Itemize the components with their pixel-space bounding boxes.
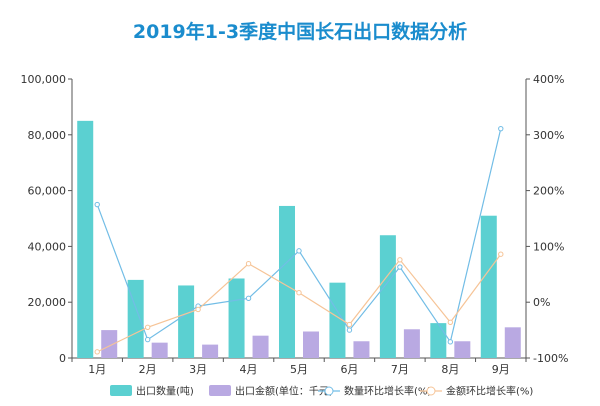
bar-export-quantity — [279, 205, 295, 358]
legend-swatch — [209, 385, 231, 396]
legend-label: 金额环比增长率(%) — [446, 385, 533, 398]
left-tick-label: 20,000 — [28, 296, 67, 309]
chart-lines — [94, 125, 504, 355]
right-tick-label: 400% — [533, 73, 564, 86]
right-tick-label: -100% — [533, 352, 568, 365]
line-point-quantity-growth — [94, 201, 100, 208]
line-point-value-growth — [296, 290, 302, 296]
bar-export-quantity — [379, 235, 396, 358]
line-point-quantity-growth — [296, 248, 302, 254]
left-tick-label: 0 — [59, 352, 66, 365]
x-tick-label: 1月 — [88, 363, 106, 376]
left-tick-label: 60,000 — [28, 185, 67, 198]
x-tick-label: 6月 — [340, 363, 358, 376]
legend-label: 出口数量(吨) — [136, 385, 194, 398]
legend-swatch — [110, 385, 132, 396]
x-tick-label: 5月 — [290, 363, 308, 376]
bar-export-value — [202, 344, 219, 358]
line-point-value-growth — [447, 319, 454, 325]
bar-export-quantity — [329, 282, 346, 358]
chart-bars — [77, 120, 521, 358]
bar-export-value — [353, 341, 370, 358]
bar-export-value — [151, 342, 168, 358]
chart-title: 2019年1-3季度中国长石出口数据分析 — [133, 20, 467, 43]
x-tick-label: 9月 — [492, 363, 510, 376]
line-point-quantity-growth — [346, 327, 353, 333]
bar-export-value — [101, 330, 118, 358]
line-point-value-growth — [346, 321, 353, 328]
bar-export-value — [303, 331, 319, 358]
bar-export-value — [252, 335, 269, 358]
left-tick-label: 80,000 — [28, 129, 67, 142]
bar-export-quantity — [178, 285, 195, 358]
line-point-value-growth — [397, 257, 403, 263]
bar-export-quantity — [480, 215, 497, 358]
left-tick-label: 100,000 — [21, 73, 67, 86]
bar-export-quantity — [127, 279, 144, 358]
right-tick-label: 0% — [533, 296, 550, 309]
bar-export-quantity — [228, 278, 245, 358]
bar-export-quantity — [430, 323, 447, 358]
line-point-value-growth — [94, 349, 100, 355]
right-tick-label: 300% — [533, 129, 564, 142]
line-point-quantity-growth — [397, 264, 403, 270]
x-tick-label: 8月 — [441, 363, 459, 376]
bar-export-value — [454, 341, 471, 358]
legend-marker — [426, 386, 436, 396]
chart-axes: 0 20,000 40,000 60,000 80,000 100,000 -100% 0% 1… — [21, 73, 569, 376]
line-point-quantity-growth — [245, 295, 252, 301]
bar-export-value — [504, 327, 521, 358]
x-tick-label: 4月 — [240, 363, 258, 376]
line-point-value-growth — [195, 306, 201, 313]
x-tick-label: 3月 — [189, 363, 207, 376]
left-tick-label: 40,000 — [28, 240, 67, 253]
line-point-quantity-growth — [144, 336, 151, 343]
line-point-value-growth — [498, 251, 504, 257]
x-tick-label: 7月 — [391, 363, 409, 376]
x-tick-label: 2月 — [139, 363, 157, 376]
legend-marker — [324, 386, 334, 396]
bar-export-value — [403, 329, 420, 358]
bar-export-quantity — [77, 120, 94, 358]
right-tick-label: 100% — [533, 240, 564, 253]
legend-label: 数量环比增长率(%) — [344, 385, 431, 398]
line-point-value-growth — [144, 324, 151, 331]
line-point-value-growth — [245, 260, 252, 267]
line-point-quantity-growth — [498, 125, 504, 132]
legend-label: 出口金额(单位：千元) — [235, 385, 333, 398]
right-tick-label: 200% — [533, 185, 564, 198]
line-point-quantity-growth — [447, 339, 454, 345]
chart-legend: 出口数量(吨) 出口金额(单位：千元) 数量环比增长率(%) 金额环比增长率(%) — [110, 385, 533, 398]
